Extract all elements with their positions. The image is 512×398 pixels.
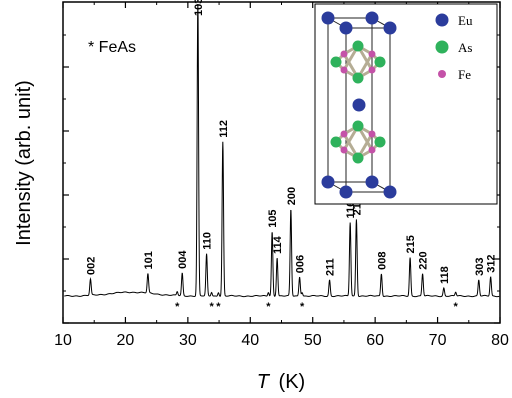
impurity-marker: *	[216, 301, 221, 313]
eu-atom	[321, 175, 335, 189]
x-tick-label: 50	[304, 332, 322, 349]
inset-frame	[314, 3, 498, 205]
as-atom	[352, 120, 364, 132]
as-atom	[352, 152, 364, 164]
legend-swatch-fe	[438, 70, 446, 78]
fe-atom	[340, 66, 348, 74]
x-tick-label: 80	[491, 332, 509, 349]
x-tick-label: 70	[429, 332, 447, 349]
peak-label: 105	[267, 209, 279, 227]
impurity-marker: *	[266, 301, 271, 313]
fe-atom	[340, 146, 348, 154]
eu-atom	[339, 185, 353, 199]
impurity-marker: *	[209, 301, 214, 313]
fe-atom	[368, 130, 376, 138]
fe-as-annotation: * FeAs	[88, 39, 136, 56]
peak-label: 101	[143, 251, 155, 269]
as-atom	[330, 136, 342, 148]
peak-label: 116	[345, 201, 357, 219]
legend-label-eu: Eu	[458, 13, 473, 28]
eu-atom	[321, 11, 335, 25]
peak-label: 215	[405, 235, 417, 253]
peak-label: 312	[486, 254, 498, 272]
peak-label: 220	[418, 251, 430, 269]
as-atom	[374, 136, 386, 148]
eu-atom	[383, 21, 397, 35]
peak-label: 002	[86, 257, 98, 275]
y-axis-label: Intensity (arb. unit)	[13, 80, 35, 246]
eu-atom	[352, 98, 366, 112]
inset-legend: Eu As Fe	[435, 13, 473, 82]
peak-label: 303	[474, 258, 486, 276]
impurity-marker: *	[300, 301, 305, 313]
peak-label: 008	[376, 252, 388, 270]
as-atom	[330, 56, 342, 68]
fe-atom	[340, 130, 348, 138]
peak-label: 112	[218, 120, 230, 138]
x-tick-label: 30	[179, 332, 197, 349]
legend-swatch-as	[435, 40, 449, 54]
legend-swatch-eu	[435, 13, 449, 27]
as-atom	[352, 40, 364, 52]
peak-label: 004	[177, 250, 189, 269]
as-atom	[352, 72, 364, 84]
crystal-cell-drawing	[321, 11, 397, 199]
x-tick-label: 60	[366, 332, 384, 349]
xrd-pattern-line	[64, 3, 500, 298]
legend-label-fe: Fe	[458, 67, 471, 82]
eu-atom	[339, 21, 353, 35]
x-axis-label: T (K)	[257, 371, 305, 393]
fe-atom	[368, 50, 376, 58]
x-axis-label-unit: (K)	[279, 371, 306, 393]
x-tick-label: 40	[241, 332, 259, 349]
fe-atom	[368, 146, 376, 154]
peak-label: 114	[272, 235, 284, 254]
impurity-marker: *	[454, 301, 459, 313]
peak-label: 200	[286, 187, 298, 205]
eu-atom	[383, 185, 397, 199]
peak-label: 006	[295, 255, 307, 273]
eu-atom	[365, 11, 379, 25]
peak-label: 118	[439, 266, 451, 284]
fe-atom	[368, 66, 376, 74]
x-tick-label: 20	[117, 332, 135, 349]
impurity-marker: *	[175, 301, 180, 313]
crystal-structure-inset: Eu As Fe	[314, 3, 498, 205]
peak-label: 110	[202, 232, 214, 250]
x-axis-label-symbol: T	[257, 371, 271, 393]
peak-label: 211	[325, 258, 337, 276]
legend-label-as: As	[458, 40, 472, 55]
axis-ticks: 10 20 30 40 50 60 70 80	[54, 2, 509, 349]
eu-atom	[365, 175, 379, 189]
as-atom	[374, 56, 386, 68]
fe-atom	[340, 50, 348, 58]
x-tick-label: 10	[54, 332, 72, 349]
peak-label: 103	[193, 0, 205, 16]
